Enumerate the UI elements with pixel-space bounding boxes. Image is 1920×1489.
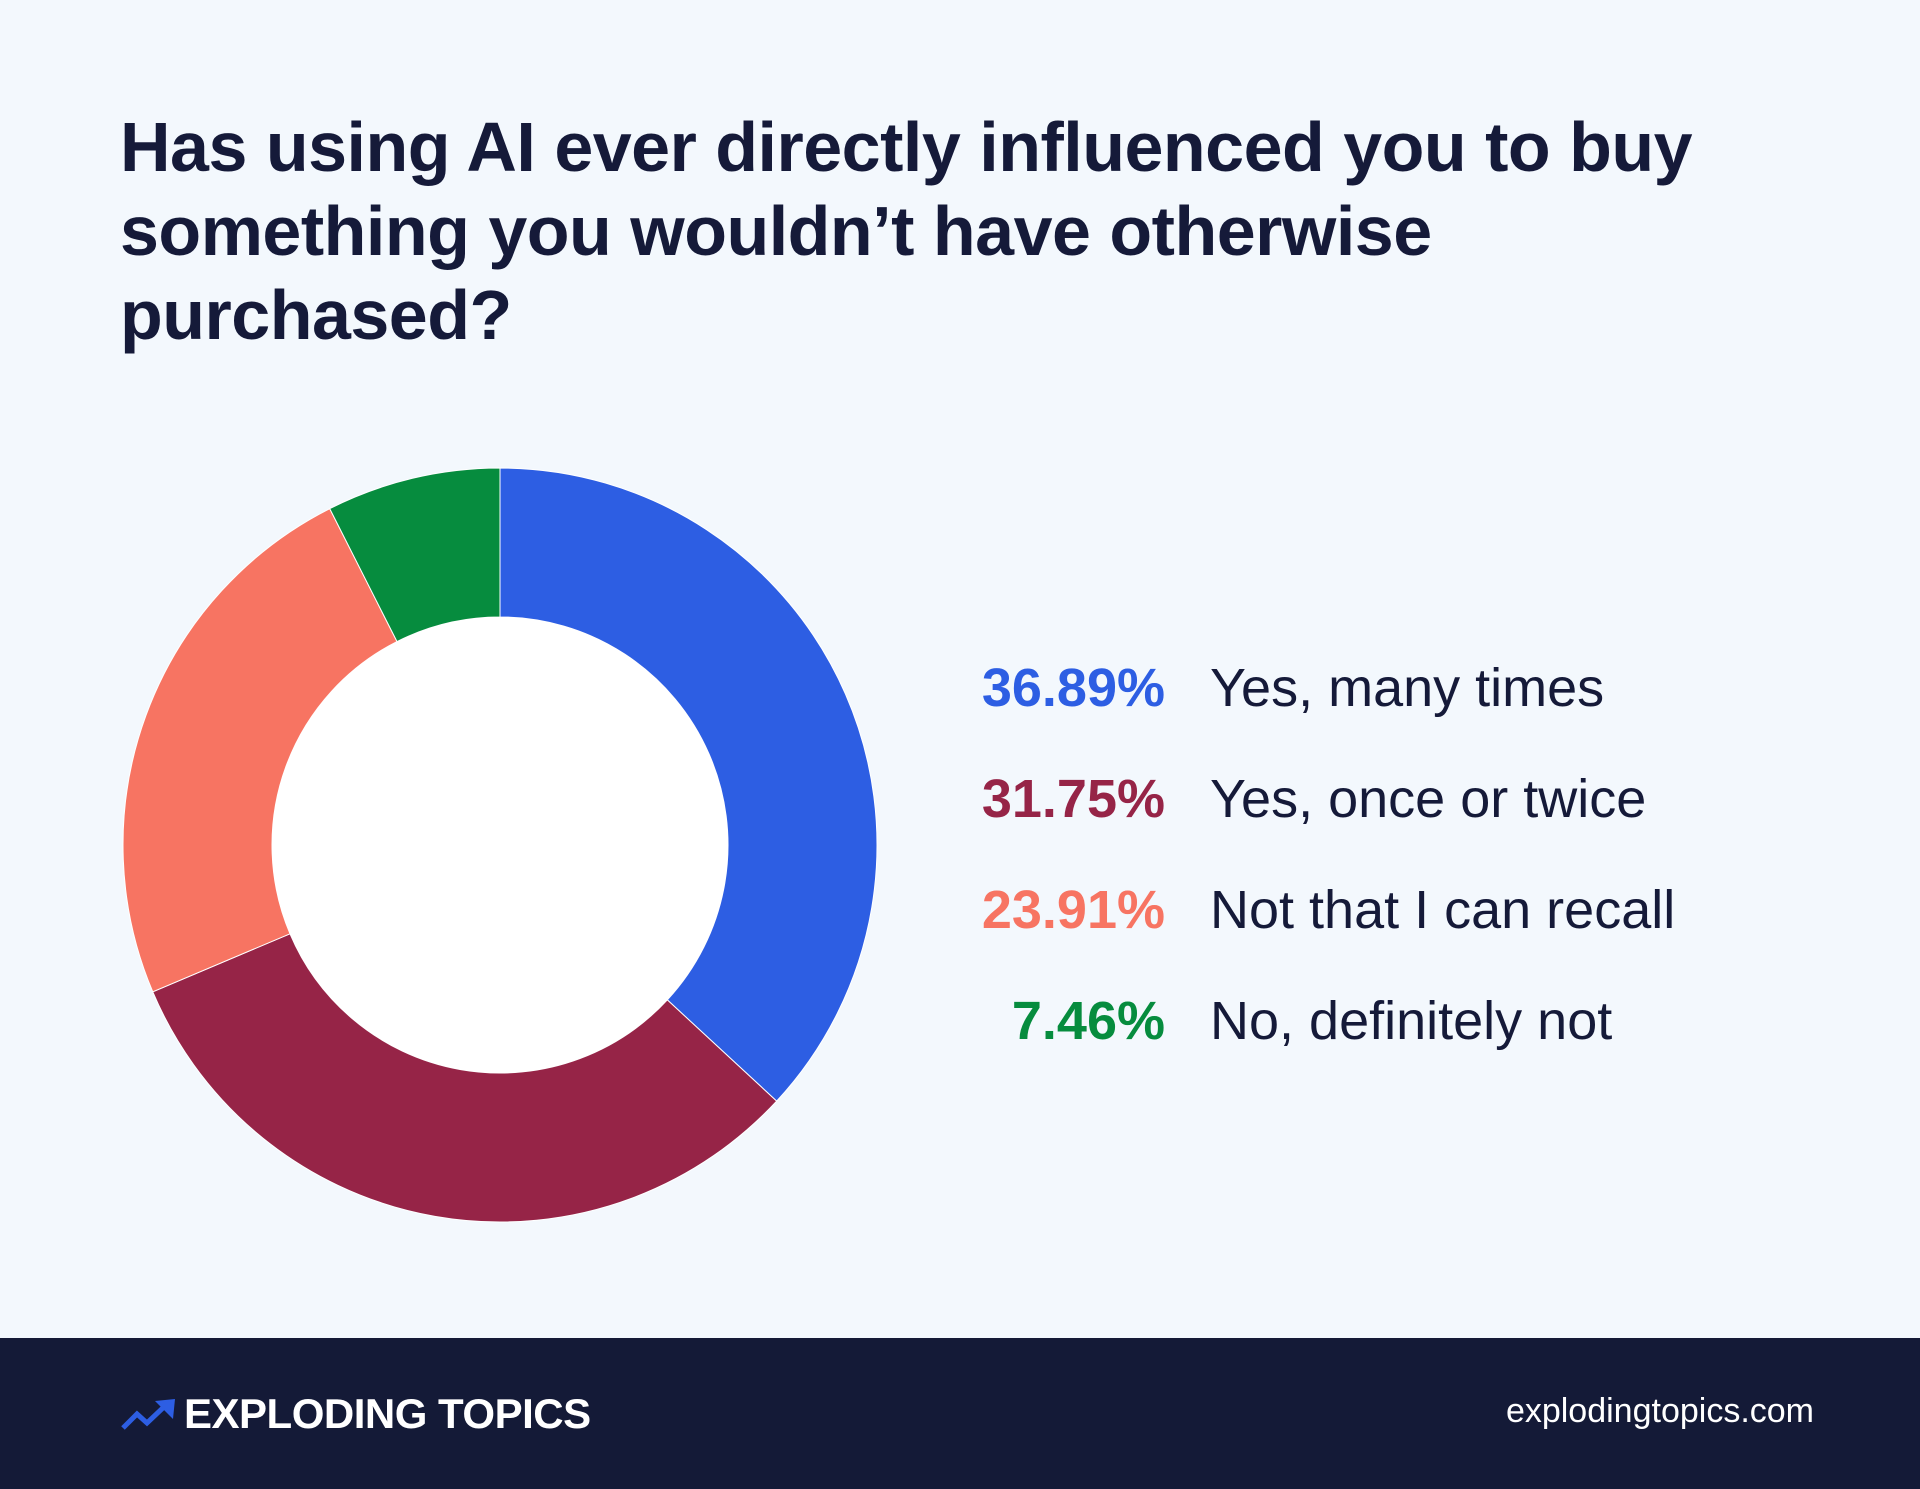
chart-title: Has using AI ever directly influenced yo… <box>120 108 1693 354</box>
legend-value: 31.75% <box>981 768 1165 829</box>
donut-chart <box>122 467 878 1223</box>
legend-label: Yes, once or twice <box>1210 768 1647 829</box>
legend-item: 7.46% No, definitely not <box>920 965 1820 1076</box>
legend-label: Yes, many times <box>1210 657 1605 718</box>
legend-value: 7.46% <box>1011 990 1165 1051</box>
legend-item: 36.89% Yes, many times <box>920 632 1820 743</box>
chart-legend: 36.89% Yes, many times 31.75% Yes, once or … <box>920 632 1820 1076</box>
legend-label: No, definitely not <box>1210 990 1613 1051</box>
footer-bar: EXPLODING TOPICS explodingtopics.com <box>0 1338 1920 1489</box>
legend-value: 23.91% <box>981 879 1165 940</box>
legend-value: 36.89% <box>981 657 1165 718</box>
legend-item: 23.91% Not that I can recall <box>920 854 1820 965</box>
donut-hole <box>272 617 728 1073</box>
brand-logo[interactable]: EXPLODING TOPICS <box>120 1390 591 1438</box>
trend-arrow-icon <box>121 1399 175 1430</box>
legend-item: 31.75% Yes, once or twice <box>920 743 1820 854</box>
site-url[interactable]: explodingtopics.com <box>1505 1392 1814 1430</box>
legend-label: Not that I can recall <box>1210 879 1676 940</box>
brand-name: EXPLODING TOPICS <box>184 1390 591 1437</box>
